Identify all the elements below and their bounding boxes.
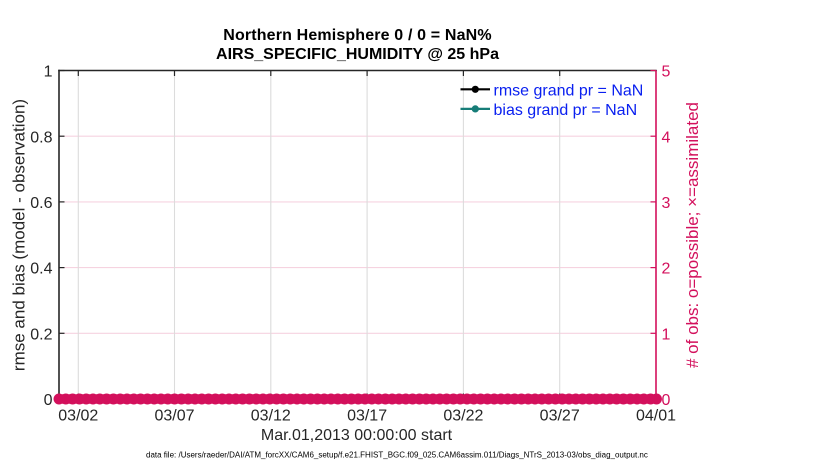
svg-text:0.6: 0.6 — [30, 195, 52, 212]
svg-text:04/01: 04/01 — [636, 408, 676, 425]
svg-text:rmse and bias (model - observa: rmse and bias (model - observation) — [10, 99, 29, 371]
svg-text:0.2: 0.2 — [30, 326, 52, 343]
svg-text:5: 5 — [662, 64, 671, 81]
svg-text:03/12: 03/12 — [251, 408, 291, 425]
svg-text:03/17: 03/17 — [347, 408, 387, 425]
svg-text:Mar.01,2013 00:00:00 start: Mar.01,2013 00:00:00 start — [261, 427, 453, 444]
svg-text:bias grand pr = NaN: bias grand pr = NaN — [494, 102, 638, 119]
svg-text:0: 0 — [44, 392, 53, 409]
svg-text:0.8: 0.8 — [30, 129, 52, 146]
svg-text:Northern Hemisphere 0 / 0 = Na: Northern Hemisphere 0 / 0 = NaN% — [223, 27, 491, 44]
svg-text:03/22: 03/22 — [443, 408, 483, 425]
svg-text:data file: /Users/raeder/DAI/A: data file: /Users/raeder/DAI/ATM_forcXX/… — [146, 451, 648, 460]
svg-text:4: 4 — [662, 129, 671, 146]
svg-text:03/27: 03/27 — [540, 408, 580, 425]
svg-text:1: 1 — [662, 326, 671, 343]
svg-text:AIRS_SPECIFIC_HUMIDITY @ 25 hP: AIRS_SPECIFIC_HUMIDITY @ 25 hPa — [216, 46, 499, 63]
svg-text:# of obs: o=possible; ×=assimi: # of obs: o=possible; ×=assimilated — [683, 102, 702, 368]
svg-text:3: 3 — [662, 195, 671, 212]
svg-text:0.4: 0.4 — [30, 261, 52, 278]
svg-text:1: 1 — [44, 64, 53, 81]
svg-text:rmse grand pr = NaN: rmse grand pr = NaN — [494, 82, 644, 99]
svg-text:2: 2 — [662, 261, 671, 278]
svg-text:03/07: 03/07 — [154, 408, 194, 425]
svg-text:0: 0 — [662, 392, 671, 409]
svg-text:03/02: 03/02 — [58, 408, 98, 425]
